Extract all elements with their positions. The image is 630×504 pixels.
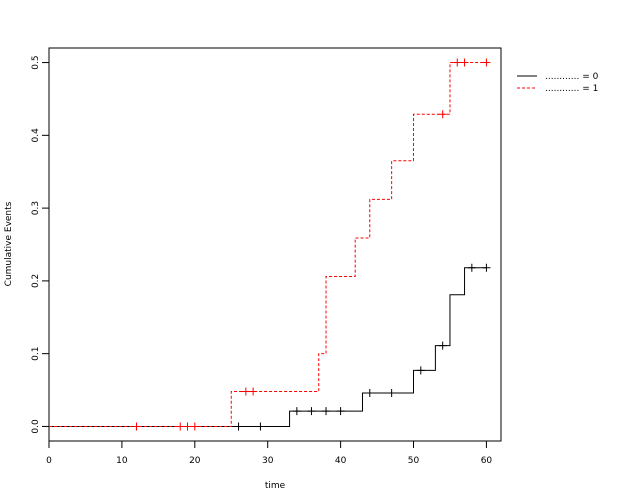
censor-mark xyxy=(365,388,374,397)
censor-mark xyxy=(416,366,425,375)
x-axis: 0 10 20 30 40 50 60 xyxy=(46,440,493,466)
censor-mark xyxy=(467,263,476,272)
x-tick-label: 50 xyxy=(408,456,420,466)
censor-mark xyxy=(190,422,199,431)
censor-mark xyxy=(453,58,462,67)
series-line-1 xyxy=(49,62,487,427)
y-axis: 0.0 0.1 0.2 0.3 0.4 0.5 xyxy=(31,55,50,434)
censor-mark xyxy=(482,263,491,272)
censor-mark xyxy=(292,407,301,416)
y-tick-label: 0.5 xyxy=(31,55,41,69)
series-layer xyxy=(49,58,491,431)
legend-label: ............ = 1 xyxy=(545,84,598,94)
y-tick-label: 0.0 xyxy=(31,419,41,434)
censor-mark xyxy=(460,58,469,67)
legend: ............ = 0 ............ = 1 xyxy=(517,72,599,94)
y-tick-label: 0.1 xyxy=(31,347,41,361)
censor-mark xyxy=(132,422,141,431)
censor-mark xyxy=(438,341,447,350)
y-tick-label: 0.4 xyxy=(31,128,41,143)
censor-mark xyxy=(307,407,316,416)
plot-frame xyxy=(48,47,502,442)
censor-mark xyxy=(241,387,250,396)
x-tick-label: 40 xyxy=(335,456,347,466)
censor-mark xyxy=(249,387,258,396)
censor-mark xyxy=(336,407,345,416)
censor-mark xyxy=(256,422,265,431)
x-tick-label: 10 xyxy=(116,456,128,466)
y-axis-title: Cumulative Events xyxy=(4,201,14,286)
censor-mark xyxy=(482,58,491,67)
series-line-0 xyxy=(49,267,487,427)
censor-mark xyxy=(176,422,185,431)
x-tick-label: 30 xyxy=(262,456,274,466)
censor-mark xyxy=(183,422,192,431)
y-tick-label: 0.3 xyxy=(31,201,41,215)
censor-mark xyxy=(234,422,243,431)
x-tick-label: 20 xyxy=(189,456,201,466)
censor-mark xyxy=(387,388,396,397)
x-tick-label: 60 xyxy=(481,456,493,466)
x-axis-title: time xyxy=(265,481,286,491)
x-tick-label: 0 xyxy=(46,456,52,466)
censor-mark xyxy=(438,110,447,119)
censor-mark xyxy=(322,407,331,416)
legend-label: ............ = 0 xyxy=(545,72,599,82)
y-tick-label: 0.2 xyxy=(31,274,41,288)
